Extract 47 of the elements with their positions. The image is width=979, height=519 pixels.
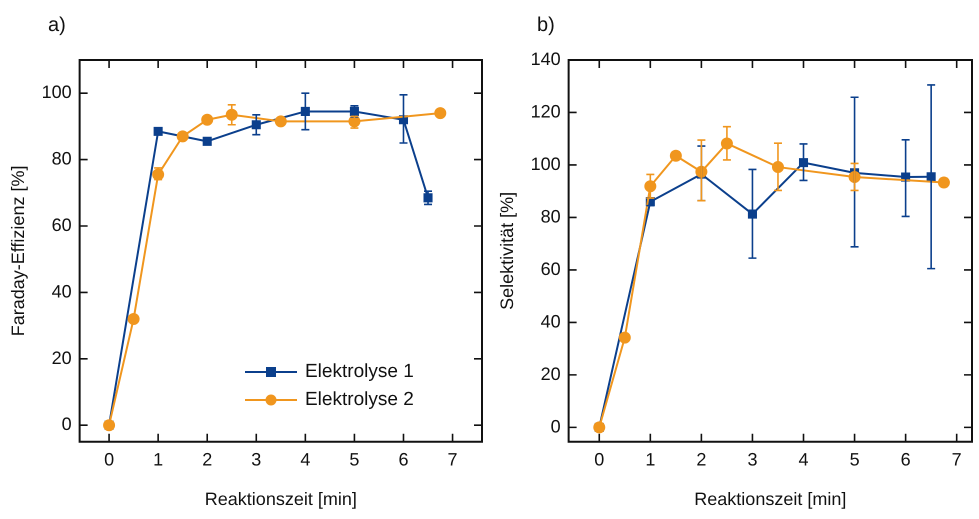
y-tick-label: 20 [52, 348, 72, 368]
x-axis-title: Reaktionszeit [min] [204, 489, 357, 510]
x-axis-title: Reaktionszeit [min] [694, 489, 846, 510]
y-tick-label: 0 [62, 414, 72, 434]
point [128, 312, 140, 325]
x-tick-label: 3 [747, 450, 758, 470]
y-tick-label: 80 [540, 206, 561, 226]
y-tick-label: 140 [530, 48, 561, 69]
x-tick-label: 6 [900, 450, 911, 470]
x-tick-label: 6 [398, 450, 408, 470]
y-tick-label: 120 [530, 101, 561, 122]
point [252, 120, 261, 130]
point [201, 114, 214, 126]
x-tick-label: 2 [202, 450, 212, 470]
point [274, 115, 287, 128]
point [618, 332, 631, 344]
x-tick-label: 5 [850, 450, 860, 470]
y-tick-label: 60 [52, 214, 72, 235]
x-tick-label: 7 [952, 450, 962, 470]
point [434, 107, 446, 120]
chart-title: b) [537, 14, 555, 37]
y-tick-label: 40 [52, 281, 72, 302]
x-tick-label: 0 [104, 450, 114, 470]
legend-label: Elektrolyse 1 [305, 361, 414, 383]
x-tick-label: 4 [300, 450, 310, 470]
x-tick-label: 1 [645, 450, 656, 470]
y-tick-label: 60 [540, 258, 561, 279]
x-tick-label: 7 [448, 450, 458, 470]
y-axis-title: Selektivität [%] [496, 192, 517, 310]
x-tick-label: 2 [696, 450, 706, 470]
x-tick-label: 4 [798, 450, 809, 470]
x-tick-label: 3 [251, 450, 262, 470]
x-tick-label: 1 [153, 450, 164, 470]
chart-title: a) [48, 14, 66, 37]
point [202, 136, 212, 146]
y-axis-title: Faraday-Effizienz [%] [8, 166, 28, 336]
y-tick-label: 40 [540, 311, 561, 332]
legend-label: Elektrolyse 2 [305, 389, 414, 411]
x-tick-label: 5 [349, 450, 360, 470]
y-tick-label: 0 [550, 416, 561, 436]
x-tick-label: 0 [594, 450, 604, 470]
y-tick-label: 80 [52, 148, 72, 169]
point [176, 130, 189, 142]
y-tick-label: 100 [530, 154, 561, 174]
y-tick-label: 100 [42, 82, 72, 102]
y-tick-label: 20 [540, 364, 561, 384]
point [154, 126, 163, 136]
